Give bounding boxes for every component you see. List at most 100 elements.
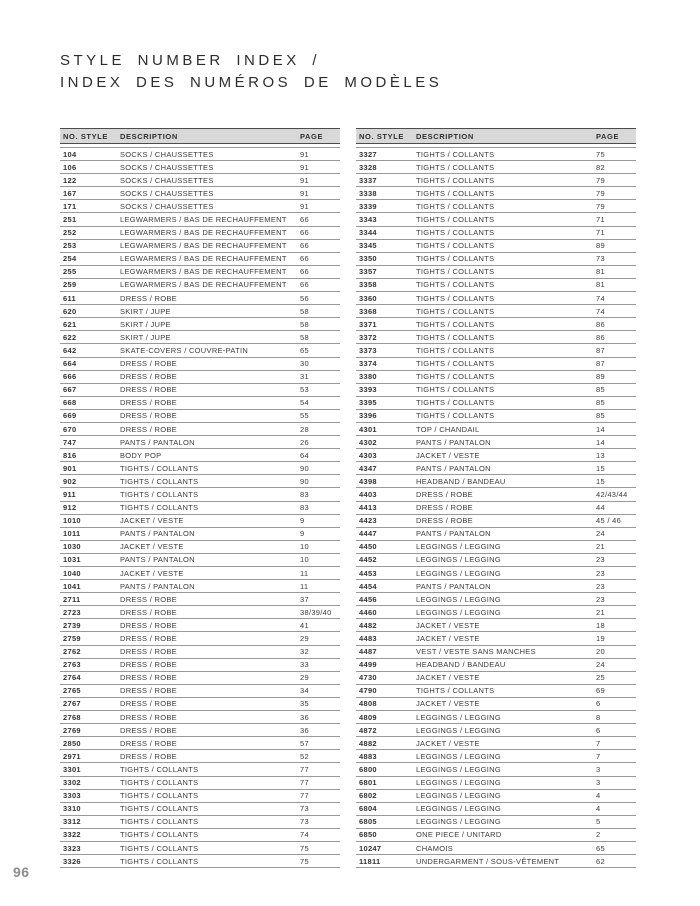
style-description: LEGGINGS / LEGGING — [416, 791, 502, 801]
table-row: 3301 TIGHTS / COLLANTS 77 — [60, 763, 340, 777]
style-page: 79 — [596, 188, 605, 198]
table-row: 4456 LEGGINGS / LEGGING 23 — [356, 593, 636, 607]
style-description: CHAMOIS — [416, 843, 454, 853]
style-number: 4482 — [359, 620, 377, 630]
style-number: 259 — [63, 280, 77, 290]
style-description: LEGGINGS / LEGGING — [416, 607, 502, 617]
style-number: 2711 — [63, 594, 81, 604]
style-number: 4730 — [359, 673, 377, 683]
table-row: 1030 JACKET / VESTE 10 — [60, 541, 340, 554]
style-page: 73 — [596, 254, 605, 264]
style-description: TIGHTS / COLLANTS — [416, 398, 495, 408]
style-description: DRESS / ROBE — [120, 712, 177, 722]
style-number: 3302 — [63, 778, 81, 788]
style-page: 87 — [596, 345, 605, 355]
style-description: TIGHTS / COLLANTS — [416, 149, 495, 159]
style-page: 7 — [596, 738, 601, 748]
table-row: 1011 PANTS / PANTALON 9 — [60, 528, 340, 541]
table-row: 3344 TIGHTS / COLLANTS 71 — [356, 227, 636, 240]
table-row: 3328 TIGHTS / COLLANTS 82 — [356, 161, 636, 175]
table-row: 4450 LEGGINGS / LEGGING 21 — [356, 541, 636, 554]
style-number: 3358 — [359, 280, 377, 290]
style-description: DRESS / ROBE — [120, 372, 177, 382]
style-description: TIGHTS / COLLANTS — [416, 319, 495, 329]
column-header-no-style: NO. STYLE — [63, 131, 108, 141]
style-description: SKATE-COVERS / COUVRE-PATIN — [120, 345, 249, 355]
style-number: 4452 — [359, 555, 377, 565]
style-number: 621 — [63, 319, 77, 329]
style-description: SKIRT / JUPE — [120, 332, 171, 342]
style-description: TIGHTS / COLLANTS — [416, 411, 495, 421]
style-number: 4403 — [359, 489, 377, 499]
style-number: 251 — [63, 215, 77, 225]
style-page: 58 — [300, 319, 309, 329]
style-page: 24 — [596, 660, 605, 670]
style-number: 3396 — [359, 411, 377, 421]
style-description: DRESS / ROBE — [120, 634, 177, 644]
table-row: 1010 JACKET / VESTE 9 — [60, 515, 340, 528]
style-page: 89 — [596, 241, 605, 251]
table-row: 2765 DRESS / ROBE 34 — [60, 685, 340, 698]
table-row: 3327 TIGHTS / COLLANTS 75 — [356, 148, 636, 162]
style-page: 35 — [300, 699, 309, 709]
style-description: TIGHTS / COLLANTS — [416, 254, 495, 264]
table-row: 4499 HEADBAND / BANDEAU 24 — [356, 659, 636, 672]
style-description: LEGWARMERS / BAS DE RECHAUFFEMENT — [120, 254, 287, 264]
style-description: LEGGINGS / LEGGING — [416, 712, 502, 722]
style-page: 66 — [300, 241, 309, 251]
style-number: 902 — [63, 476, 77, 486]
table-row: 4453 LEGGINGS / LEGGING 23 — [356, 567, 636, 581]
style-description: LEGGINGS / LEGGING — [416, 725, 502, 735]
table-row: 4808 JACKET / VESTE 6 — [356, 698, 636, 712]
style-page: 23 — [596, 594, 605, 604]
style-page: 91 — [300, 188, 309, 198]
folio-page-number: 96 — [13, 864, 30, 880]
style-number: 252 — [63, 228, 77, 238]
style-number: 3310 — [63, 804, 81, 814]
style-number: 670 — [63, 424, 77, 434]
style-page: 73 — [300, 817, 309, 827]
style-number: 255 — [63, 267, 77, 277]
style-page: 33 — [300, 660, 309, 670]
style-page: 9 — [300, 529, 305, 539]
style-page: 7 — [596, 751, 601, 761]
style-page: 58 — [300, 332, 309, 342]
style-number: 6850 — [359, 830, 377, 840]
style-page: 45 / 46 — [596, 516, 622, 526]
style-page: 86 — [596, 319, 605, 329]
table-row: 3373 TIGHTS / COLLANTS 87 — [356, 344, 636, 358]
style-description: DRESS / ROBE — [120, 699, 177, 709]
style-description: TIGHTS / COLLANTS — [120, 843, 199, 853]
style-description: JACKET / VESTE — [416, 699, 480, 709]
style-number: 4456 — [359, 594, 377, 604]
table-row: 611 DRESS / ROBE 56 — [60, 292, 340, 306]
style-page: 75 — [300, 856, 309, 866]
table-row: 4882 JACKET / VESTE 7 — [356, 737, 636, 751]
style-number: 611 — [63, 293, 76, 303]
style-page: 32 — [300, 647, 309, 657]
style-page: 5 — [596, 817, 601, 827]
style-page: 74 — [596, 306, 605, 316]
style-number: 10247 — [359, 843, 382, 853]
style-number: 1041 — [63, 581, 81, 591]
column-header-description: DESCRIPTION — [416, 131, 474, 141]
style-number: 4303 — [359, 450, 377, 460]
style-description: PANTS / PANTALON — [416, 463, 491, 473]
style-description: DRESS / ROBE — [120, 686, 177, 696]
table-row: 2768 DRESS / ROBE 36 — [60, 711, 340, 725]
style-number: 901 — [63, 463, 77, 473]
style-description: LEGWARMERS / BAS DE RECHAUFFEMENT — [120, 280, 287, 290]
style-page: 10 — [300, 542, 309, 552]
style-description: TIGHTS / COLLANTS — [120, 503, 199, 513]
style-number: 11811 — [359, 856, 381, 866]
style-page: 36 — [300, 725, 309, 735]
table-row: 3323 TIGHTS / COLLANTS 75 — [60, 842, 340, 856]
style-page: 4 — [596, 791, 601, 801]
style-number: 3395 — [359, 398, 377, 408]
style-description: LEGWARMERS / BAS DE RECHAUFFEMENT — [120, 267, 287, 277]
style-page: 66 — [300, 267, 309, 277]
table-row: 816 BODY POP 64 — [60, 449, 340, 463]
table-row: 167 SOCKS / CHAUSSETTES 91 — [60, 187, 340, 201]
style-description: DRESS / ROBE — [120, 424, 177, 434]
table-row: 4452 LEGGINGS / LEGGING 23 — [356, 554, 636, 567]
